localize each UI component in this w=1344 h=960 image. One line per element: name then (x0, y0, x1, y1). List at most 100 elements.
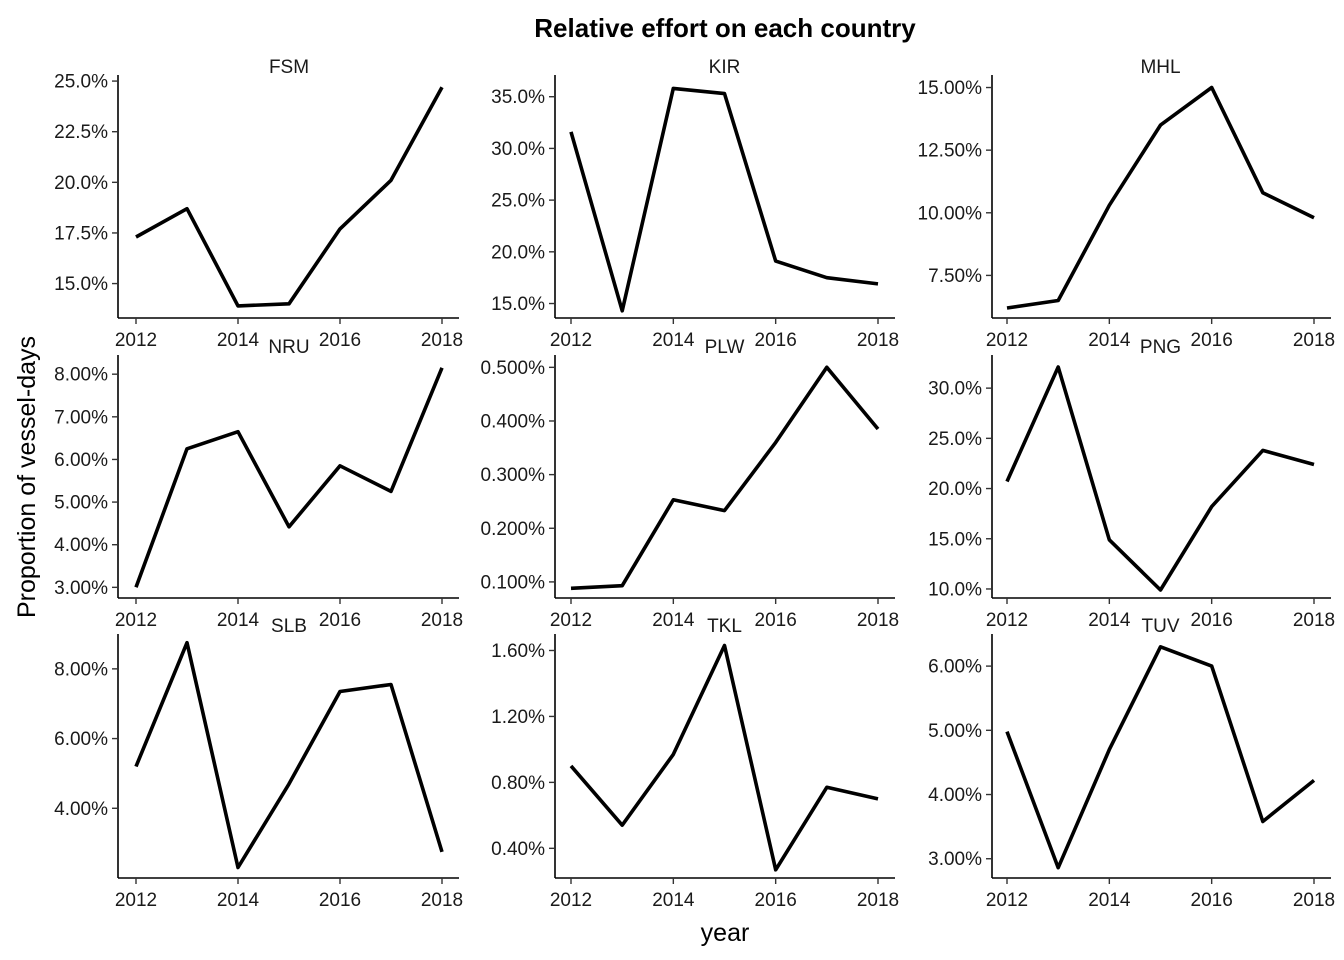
x-tick-label: 2012 (550, 330, 592, 351)
y-tick-label: 17.5% (54, 223, 108, 244)
x-tick-label: 2018 (421, 330, 463, 351)
y-tick-label: 5.00% (54, 493, 108, 514)
panel-mhl: MHL 7.50% 10.00% 12.50% 15.00% 2012 2014 2016 20… (918, 57, 1336, 351)
x-tick-label: 2016 (755, 330, 797, 351)
y-tick-label: 20.0% (54, 173, 108, 194)
panel-label: KIR (709, 57, 741, 78)
series-line-plw (570, 365, 880, 591)
y-tick-label: 35.0% (491, 87, 545, 108)
y-tick-label: 6.00% (54, 729, 108, 750)
y-tick-label: 25.0% (54, 72, 108, 93)
panel-tkl: TKL 0.40% 0.80% 1.20% 1.60% 2012 2014 2016 2018 (491, 616, 899, 911)
y-tick-label: 0.500% (481, 358, 546, 379)
y-tick-label: 3.00% (928, 849, 982, 870)
x-tick-label: 2018 (857, 330, 899, 351)
panels-grid: FSM 15.0% 17.5% 20.0% 22.5% 25.0% 2012 2014 2016… (54, 57, 1335, 911)
panel-label: FSM (269, 57, 309, 78)
x-axis-title: year (701, 919, 750, 947)
series-line-kir (569, 86, 879, 313)
x-tick-label: 2014 (217, 610, 260, 631)
y-tick-label: 6.00% (928, 657, 982, 678)
y-tick-label: 15.0% (928, 529, 982, 550)
x-tick-label: 2016 (755, 610, 797, 631)
x-tick-label: 2018 (1293, 330, 1335, 351)
panel-kir: KIR 15.0% 20.0% 25.0% 30.0% 35.0% 2012 2014 2016… (491, 57, 899, 351)
y-tick-label: 0.200% (481, 519, 546, 540)
panel-label: MHL (1140, 57, 1180, 78)
x-tick-label: 2012 (115, 890, 157, 911)
y-tick-label: 30.0% (928, 379, 982, 400)
panel-tuv: TUV 3.00% 4.00% 5.00% 6.00% 2012 2014 2016 2018 (928, 616, 1335, 911)
panel-slb: SLB 4.00% 6.00% 8.00% 2012 2014 2016 2018 (54, 616, 463, 911)
y-tick-label: 10.00% (918, 203, 983, 224)
x-tick-label: 2018 (421, 610, 463, 631)
y-tick-label: 5.00% (928, 721, 982, 742)
y-tick-label: 12.50% (918, 141, 983, 162)
series-line-nru (134, 367, 444, 588)
panel-png: PNG 10.0% 15.0% 20.0% 25.0% 30.0% 2012 2014 2016… (928, 337, 1335, 631)
y-tick-label: 0.400% (481, 411, 546, 432)
y-tick-label: 8.00% (54, 365, 108, 386)
y-tick-label: 8.00% (54, 659, 108, 680)
x-tick-label: 2012 (550, 890, 592, 911)
y-tick-label: 15.0% (491, 294, 545, 315)
y-tick-label: 15.00% (918, 78, 983, 99)
x-tick-label: 2016 (319, 330, 361, 351)
y-tick-label: 25.0% (928, 429, 982, 450)
series-line-png (1005, 365, 1315, 592)
y-tick-label: 1.60% (491, 641, 545, 662)
y-tick-label: 0.100% (481, 572, 546, 593)
x-tick-label: 2018 (857, 610, 899, 631)
panel-plw: PLW 0.100% 0.200% 0.300% 0.400% 0.500% 2012 201… (481, 337, 900, 631)
y-tick-label: 20.0% (491, 242, 545, 263)
x-tick-label: 2012 (115, 330, 157, 351)
panel-label: NRU (268, 337, 309, 358)
y-tick-label: 3.00% (54, 578, 108, 599)
x-tick-label: 2014 (1088, 330, 1131, 351)
y-tick-label: 1.20% (491, 707, 545, 728)
x-tick-label: 2016 (755, 890, 797, 911)
x-tick-label: 2014 (652, 330, 695, 351)
x-tick-label: 2018 (421, 890, 463, 911)
x-tick-label: 2012 (115, 610, 157, 631)
y-tick-label: 7.50% (928, 266, 982, 287)
panel-label: SLB (271, 616, 307, 637)
y-tick-label: 7.00% (54, 407, 108, 428)
y-tick-label: 4.00% (928, 785, 982, 806)
x-tick-label: 2012 (986, 610, 1028, 631)
x-tick-label: 2012 (986, 330, 1028, 351)
series-line-mhl (1006, 85, 1315, 310)
panel-label: TUV (1142, 616, 1180, 637)
y-tick-label: 6.00% (54, 450, 108, 471)
y-tick-label: 22.5% (54, 122, 108, 143)
panel-nru: NRU 3.00% 4.00% 5.00% 6.00% 7.00% 8.00% 2012 201… (54, 337, 463, 631)
y-tick-label: 0.80% (491, 773, 545, 794)
x-tick-label: 2016 (1191, 610, 1233, 631)
x-tick-label: 2016 (1191, 890, 1233, 911)
y-tick-label: 4.00% (54, 535, 108, 556)
panel-fsm: FSM 15.0% 17.5% 20.0% 22.5% 25.0% 2012 2014 2016… (54, 57, 463, 351)
x-tick-label: 2016 (319, 610, 361, 631)
panel-label: PLW (705, 337, 745, 358)
x-tick-label: 2016 (319, 890, 361, 911)
x-tick-label: 2016 (1191, 330, 1233, 351)
series-line-tkl (569, 643, 879, 872)
panel-label: PNG (1140, 337, 1181, 358)
y-tick-label: 30.0% (491, 139, 545, 160)
y-tick-label: 25.0% (491, 191, 545, 212)
y-tick-label: 0.40% (491, 839, 545, 860)
y-tick-label: 10.0% (928, 579, 982, 600)
x-tick-label: 2012 (986, 890, 1028, 911)
x-tick-label: 2018 (1293, 890, 1335, 911)
x-tick-label: 2018 (1293, 610, 1335, 631)
x-tick-label: 2014 (217, 330, 260, 351)
y-tick-label: 15.0% (54, 274, 108, 295)
panel-label: TKL (707, 616, 742, 637)
x-tick-label: 2014 (652, 890, 695, 911)
x-tick-label: 2014 (1088, 610, 1131, 631)
y-tick-label: 20.0% (928, 479, 982, 500)
series-line-slb (134, 640, 444, 870)
x-tick-label: 2018 (857, 890, 899, 911)
y-tick-label: 0.300% (481, 465, 546, 486)
